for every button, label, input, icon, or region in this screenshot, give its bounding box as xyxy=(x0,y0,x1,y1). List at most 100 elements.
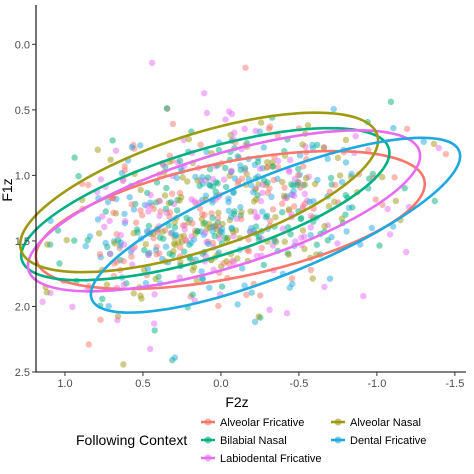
data-point xyxy=(209,175,217,183)
data-point xyxy=(309,141,316,149)
data-point xyxy=(151,327,158,334)
data-point xyxy=(168,190,176,197)
points-layer xyxy=(39,59,450,368)
data-point xyxy=(126,194,133,201)
data-point xyxy=(342,159,350,166)
data-point xyxy=(202,229,209,236)
data-point xyxy=(176,157,184,164)
data-point xyxy=(121,163,128,170)
data-point xyxy=(156,234,164,241)
data-point xyxy=(193,277,200,284)
data-point xyxy=(173,174,181,182)
data-point xyxy=(284,224,292,231)
data-point xyxy=(304,122,312,129)
data-point xyxy=(281,184,288,191)
legend-key-point xyxy=(204,454,212,462)
data-point xyxy=(266,306,273,313)
data-point xyxy=(250,198,258,205)
data-point xyxy=(271,237,278,245)
data-point xyxy=(299,141,306,148)
data-point xyxy=(84,237,92,244)
ellipse-series-2 xyxy=(26,129,422,293)
data-point xyxy=(292,238,299,245)
data-point xyxy=(260,144,267,151)
data-point xyxy=(197,141,204,148)
data-point xyxy=(162,243,170,250)
data-point xyxy=(327,174,335,182)
data-point xyxy=(177,244,184,251)
legend-label: Bilabial Nasal xyxy=(220,435,287,447)
data-point xyxy=(141,246,148,254)
data-point xyxy=(132,219,140,226)
data-point xyxy=(145,208,152,215)
data-point xyxy=(420,138,427,145)
data-point xyxy=(295,171,302,179)
data-point xyxy=(107,156,114,163)
data-point xyxy=(270,176,277,184)
data-point xyxy=(313,241,320,248)
data-point xyxy=(321,223,328,230)
x-tick-label: -1.0 xyxy=(367,378,386,390)
data-point xyxy=(279,178,286,186)
data-point xyxy=(174,207,181,214)
data-point xyxy=(101,223,108,230)
data-point xyxy=(287,156,294,164)
data-point xyxy=(211,232,218,240)
data-point xyxy=(313,141,321,149)
data-point xyxy=(105,303,112,310)
data-point xyxy=(321,283,328,291)
data-point xyxy=(147,191,154,199)
data-point xyxy=(263,212,271,219)
data-point xyxy=(102,239,109,247)
data-point xyxy=(247,208,254,215)
data-point xyxy=(189,220,196,227)
x-tick-label: -0.5 xyxy=(289,378,308,390)
data-point xyxy=(109,137,116,144)
data-point xyxy=(238,208,245,216)
x-tick-label: 0.5 xyxy=(135,378,150,390)
data-point xyxy=(96,251,104,258)
data-point xyxy=(330,105,337,113)
data-point xyxy=(221,234,229,241)
y-tick-label: 2.0 xyxy=(15,301,30,313)
data-point xyxy=(435,144,442,152)
data-point xyxy=(202,192,210,199)
data-point xyxy=(151,320,158,327)
data-point xyxy=(258,244,265,252)
x-tick-label: 0.0 xyxy=(213,378,228,390)
data-point xyxy=(279,200,286,207)
data-point xyxy=(220,176,228,183)
y-tick-label: 0.0 xyxy=(15,39,30,51)
data-point xyxy=(215,302,222,310)
data-point xyxy=(310,198,317,205)
data-point xyxy=(188,239,195,246)
data-point xyxy=(71,154,78,161)
data-point xyxy=(119,177,127,185)
data-point xyxy=(214,180,221,187)
data-point xyxy=(256,165,264,172)
data-point xyxy=(372,196,379,203)
x-tick-label: 1.0 xyxy=(57,378,72,390)
data-point xyxy=(231,175,239,182)
data-point xyxy=(69,303,76,310)
data-point xyxy=(183,214,190,222)
data-point xyxy=(222,116,229,123)
data-point xyxy=(285,206,293,213)
data-point xyxy=(264,189,272,197)
data-point xyxy=(71,237,78,244)
data-point xyxy=(295,165,302,172)
data-point xyxy=(281,238,288,245)
x-axis-title: F2z xyxy=(225,394,248,410)
data-point xyxy=(179,174,186,181)
data-point xyxy=(279,225,287,232)
data-point xyxy=(390,124,397,132)
data-point xyxy=(181,248,188,255)
data-point xyxy=(206,166,214,173)
data-point xyxy=(259,189,266,196)
legend-label: Alveolar Nasal xyxy=(350,417,421,429)
data-point xyxy=(324,155,331,163)
legend-item: Dental Fricative xyxy=(331,435,426,447)
legend-key-point xyxy=(204,418,212,426)
data-point xyxy=(63,236,70,244)
data-point xyxy=(324,237,331,244)
